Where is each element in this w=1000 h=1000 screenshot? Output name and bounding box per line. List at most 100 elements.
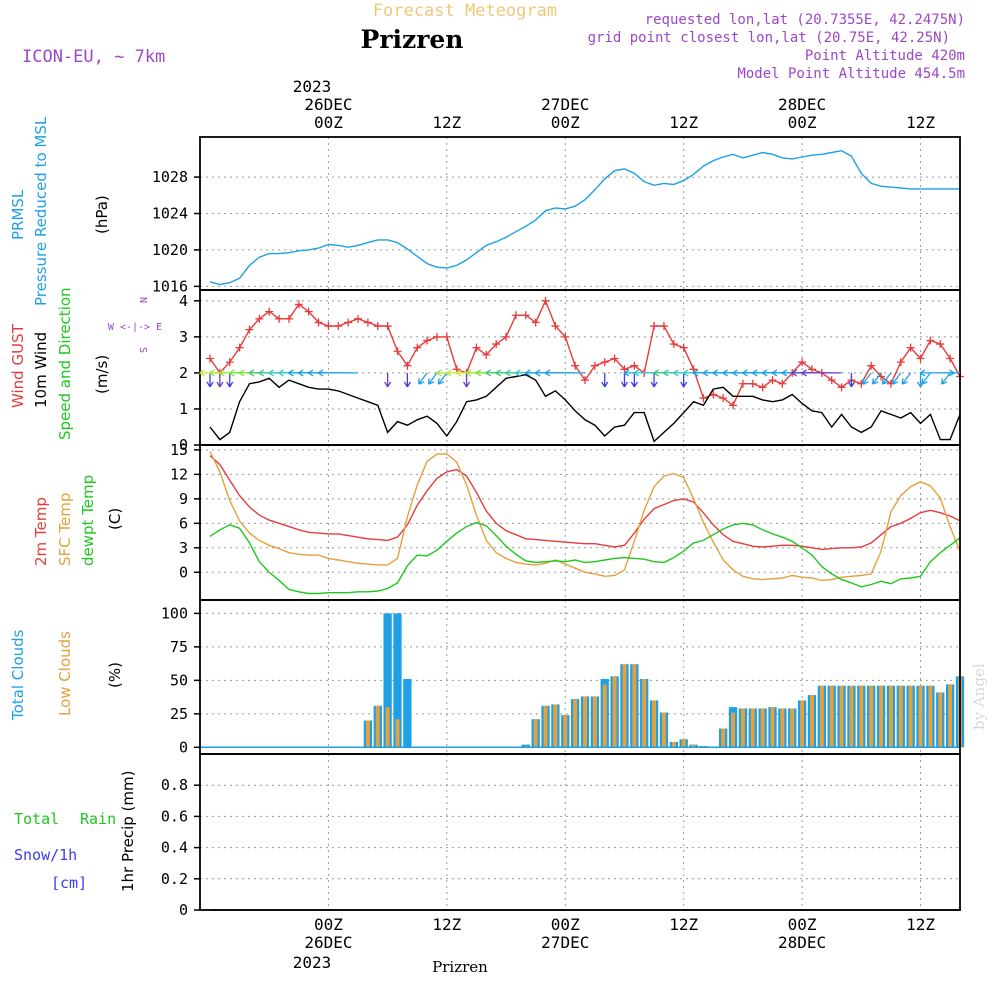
gust-marker [807,365,816,374]
panel-0: 1016 1020 1024 1028 [152,136,961,295]
gust-marker [235,343,244,352]
top-hour-label: 12Z [432,113,461,132]
bar-total-clouds [393,613,402,748]
wind-arrow [463,372,471,388]
bar-low-clouds [563,715,568,748]
series-line-sfc-temp [209,451,961,582]
top-hour-label: 12Z [906,113,935,132]
bar-low-clouds [829,685,834,748]
wind-arrow [226,372,234,388]
y-tick-label: 0.6 [161,807,188,825]
bottom-hour-label: 12Z [669,915,698,934]
panel-2: 0 3 6 9 12 15 [170,441,961,601]
bar-low-clouds [740,708,745,748]
gust-marker [699,394,708,403]
bar-low-clouds [770,707,775,748]
y-tick-label: 3 [179,539,188,557]
bar-low-clouds [760,708,765,748]
bottom-date-label: 26DEC [304,933,352,952]
bar-low-clouds [869,685,874,748]
gust-marker [561,332,570,341]
wind-arrow [427,372,438,385]
y-tick-label: 1016 [152,277,188,295]
gust-marker [206,354,214,363]
bar-low-clouds [780,708,785,748]
bar-low-clouds [938,692,943,748]
bar-low-clouds [839,685,844,748]
header-model: ICON-EU, ~ 7km [22,47,165,67]
y-tick-label: 0 [179,738,188,756]
gust-marker [610,354,619,363]
header-point-altitude: Point Altitude 420m [805,48,965,64]
bar-low-clouds [583,696,587,748]
watermark: by Angel [970,663,988,730]
gust-marker [225,358,234,367]
gust-marker [600,358,609,367]
gust-marker [245,325,254,334]
y-tick-label: 4 [179,292,188,310]
wind-arrow [403,372,411,388]
gust-marker [867,361,876,370]
gust-marker [659,322,668,331]
top-year-label: 2023 [293,77,332,96]
bottom-year-label: 2023 [293,953,332,972]
wind-arrow [650,372,658,388]
gust-marker [758,383,767,392]
series-line-dewpt-temp [209,521,961,595]
bar-low-clouds [790,708,795,748]
bar-low-clouds [918,685,923,748]
bar-low-clouds [908,685,913,748]
bar-low-clouds [385,707,390,748]
gust-marker [551,322,560,331]
chart-panels: 1016102010241028012340369121502550751000… [152,136,965,919]
panel-3: 0 25 50 75 100 [161,599,965,756]
bar-low-clouds [691,744,696,748]
gust-marker [413,343,422,352]
bar-low-clouds [681,739,686,748]
bar-low-clouds [365,720,370,748]
gust-marker [472,343,481,352]
gust-marker [679,343,688,352]
gust-marker [492,340,501,349]
temp-2m-label: 2m Temp [32,497,50,566]
bar-low-clouds [898,685,903,748]
bar-low-clouds [592,696,597,748]
y-tick-label: 0.2 [161,870,188,888]
header-model-altitude: Model Point Altitude 454.5m [737,66,965,82]
series-line-10m-wind [209,373,961,443]
wind-arrow [881,372,892,385]
y-tick-label: 0.4 [161,839,188,857]
temp-dewpt-label: dewpt Temp [79,475,97,566]
y-tick-label: 75 [170,638,188,656]
bottom-hour-label: 12Z [432,915,461,934]
gust-marker [432,332,441,341]
precip-snow-unit: [cm] [51,874,87,892]
wind-arrow [206,372,214,388]
panel-frame [199,599,961,755]
bar-low-clouds [602,684,607,748]
bar-low-clouds [632,664,637,748]
gust-marker [719,394,728,403]
gust-marker [581,376,589,385]
gust-marker [768,376,777,385]
y-tick-label: 6 [179,514,188,532]
bar-low-clouds [533,719,538,748]
bar-low-clouds [800,700,805,748]
wind-arrow [862,372,872,385]
bottom-hour-label: 00Z [314,915,343,934]
y-tick-label: 1024 [152,205,188,223]
y-tick-label: 1020 [152,241,188,259]
bar-low-clouds [652,700,657,748]
cloud-low-label: Low Clouds [56,631,74,716]
gust-marker [837,383,846,392]
gust-marker [502,332,511,341]
y-tick-label: 50 [170,671,188,689]
gust-marker [383,322,392,331]
gust-marker [778,379,787,388]
bar-low-clouds [750,708,755,748]
y-tick-label: 1 [179,400,188,418]
wind-arrow [801,369,842,377]
panel-frame [199,289,961,446]
wind-speed-direction-label: Speed and Direction [56,287,74,440]
